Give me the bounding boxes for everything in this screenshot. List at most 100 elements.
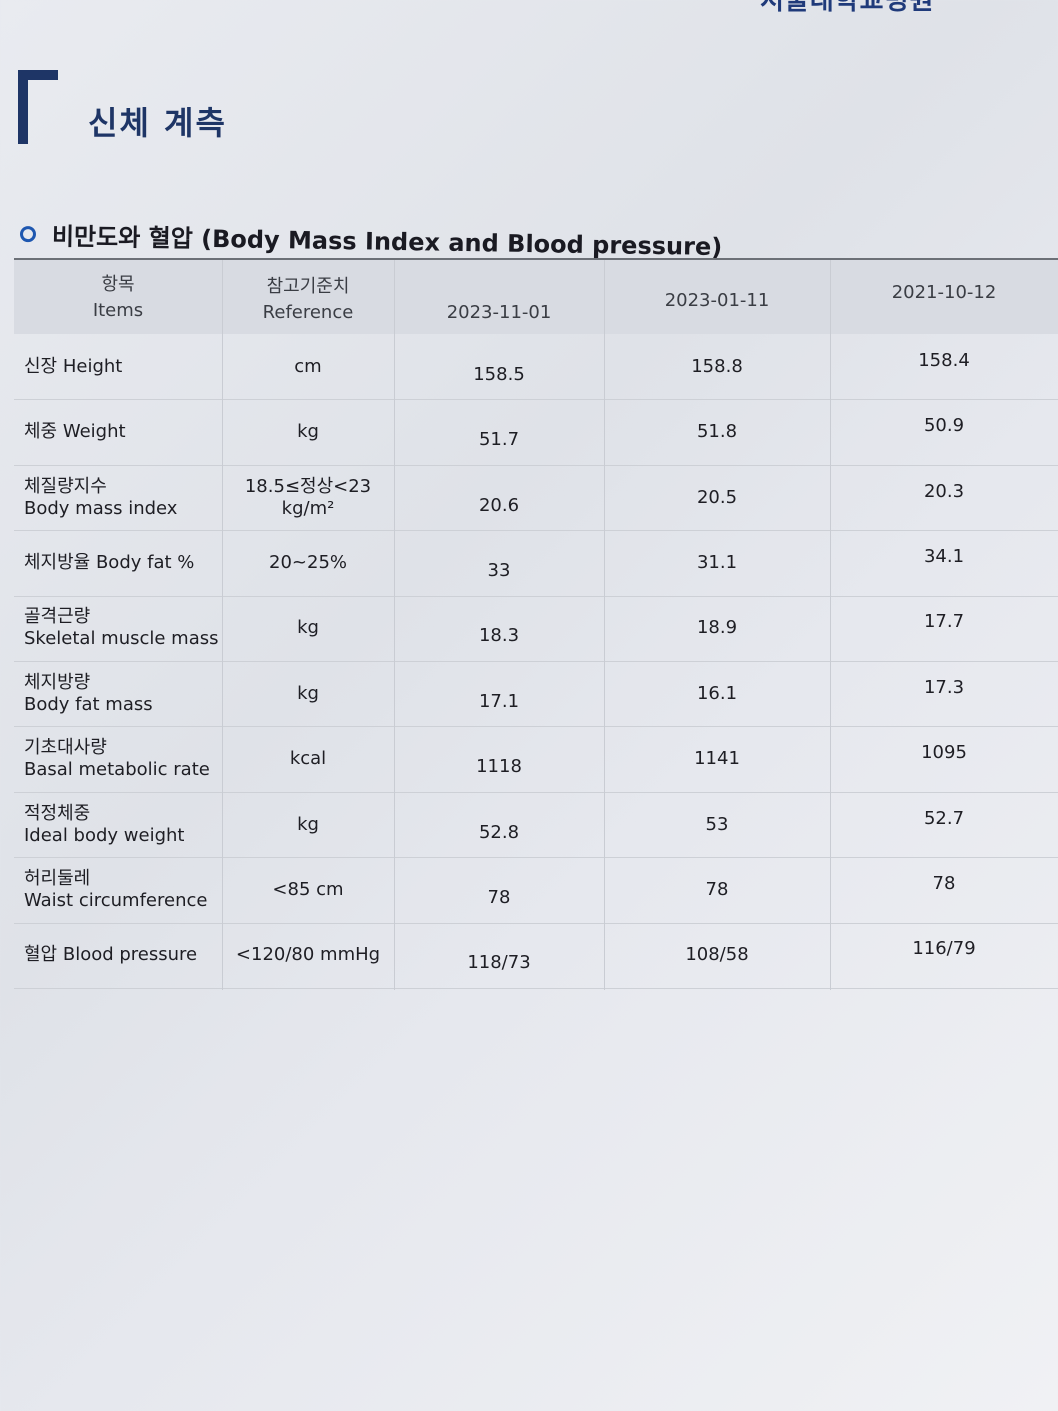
cell-reference-line: <120/80 mmHg [235,944,381,966]
header-date-3: 2021-10-12 [891,282,997,303]
cell-reference: kg [222,814,394,836]
cell-value-date-2: 78 [705,878,729,900]
cell-reference: <85 cm [222,879,394,901]
cell-item: 신장 Height [24,356,220,378]
cell-value-date-1: 158.5 [473,363,525,385]
cell-item-line: Skeletal muscle mass [24,628,219,650]
row-separator [14,464,1058,466]
header-fragment: 서울대학교병원 [760,0,1058,18]
cell-item: 기초대사량 Basal metabolic rate [24,737,220,781]
cell-value-date-1: 118/73 [467,952,531,974]
cell-value-date-2: 18.9 [696,617,738,639]
cell-reference: kg [222,421,394,443]
cell-value-date-2: 51.8 [696,421,738,443]
cell-item: 혈압 Blood pressure [24,944,220,966]
cell-value-date-1: 51.7 [478,429,520,451]
cell-value-date-3: 50.9 [923,415,965,437]
cell-reference-line: cm [294,355,322,377]
cell-value-date-3: 17.3 [923,676,965,698]
cell-item: 체중 Weight [24,421,220,443]
cell-value-date-3: 52.7 [923,807,965,829]
cell-value-date-1: 20.6 [478,494,520,516]
header-reference-ko: 참고기준치 [266,276,350,297]
cell-value-date-2: 20.5 [696,486,738,508]
header-fragment-text: 서울대학교병원 [760,0,935,16]
cell-reference: 20~25% [222,552,394,574]
header-items-en: Items [92,300,144,321]
cell-value-date-2: 1141 [694,748,740,770]
header-reference-en: Reference [262,302,354,323]
cell-value-date-2: 53 [705,813,729,835]
cell-reference: <120/80 mmHg [222,944,394,966]
row-separator [14,922,1058,924]
cell-reference: cm [222,356,394,378]
cell-value-date-3: 158.4 [918,349,970,371]
cell-reference-line: 20~25% [269,551,347,573]
header-items: 항목 Items [14,272,222,324]
cell-item-line: 신장 Height [24,355,123,377]
cell-item: 적정체중 Ideal body weight [24,803,220,847]
cell-reference: kg [222,617,394,639]
cell-item-line: 체지방량 [24,671,91,693]
cell-value-date-1: 78 [487,886,511,908]
row-separator [14,988,1058,989]
cell-value-date-3: 78 [932,872,956,894]
cell-reference-line: kg/m² [281,497,335,519]
measurement-table: 항목 Items 참고기준치 Reference 2023-11-01 2023… [14,258,1058,990]
cell-value-date-2: 108/58 [685,944,749,966]
cell-item-line: 골격근량 [24,606,91,628]
cell-item-line: 적정체중 [24,802,91,824]
cell-value-date-1: 33 [487,559,511,581]
section-bracket-mark [18,70,58,144]
cell-reference-line: kg [297,682,319,704]
cell-value-date-2: 31.1 [696,551,738,573]
cell-value-date-1: 52.8 [478,821,520,843]
cell-item-line: Basal metabolic rate [24,759,210,781]
cell-value-date-3: 17.7 [923,611,965,633]
cell-item: 허리둘레 Waist circumference [24,868,220,912]
cell-value-date-2: 16.1 [696,682,738,704]
column-separator [830,260,831,990]
cell-reference-line: kg [297,813,319,835]
subtitle: 비만도와 혈압 (Body Mass Index and Blood press… [51,222,723,262]
cell-reference-line: kg [297,421,319,443]
cell-item: 체지방량 Body fat mass [24,672,220,716]
column-separator [394,260,395,990]
cell-reference-line: 18.5≤정상<23 [244,475,372,497]
cell-reference-line: kg [297,617,319,639]
row-separator [14,661,1058,662]
header-date-2: 2023-01-11 [664,290,770,311]
cell-value-date-3: 116/79 [912,938,976,960]
cell-reference-line: <85 cm [272,878,344,900]
cell-item: 골격근량 Skeletal muscle mass [24,606,220,650]
cell-reference: kg [222,683,394,705]
cell-reference: kcal [222,748,394,770]
row-separator [14,399,1058,401]
cell-item-line: Body fat mass [24,693,153,715]
cell-item-line: 체중 Weight [24,421,126,443]
cell-reference: 18.5≤정상<23 kg/m² [222,476,394,520]
column-separator [222,260,223,990]
cell-value-date-1: 17.1 [478,690,520,712]
row-separator [14,726,1058,728]
cell-value-date-1: 1118 [476,756,522,778]
cell-item-line: 체질량지수 [24,475,107,497]
column-separator [604,260,605,990]
header-reference: 참고기준치 Reference [222,274,394,326]
cell-value-date-1: 18.3 [478,625,520,647]
table-header: 항목 Items 참고기준치 Reference 2023-11-01 2023… [14,260,1058,334]
cell-value-date-3: 20.3 [923,480,965,502]
cell-value-date-3: 34.1 [923,545,965,567]
cell-item-line: Body mass index [24,497,178,519]
cell-item-line: 허리둘레 [24,867,91,889]
cell-item: 체지방율 Body fat % [24,552,220,574]
row-separator [14,595,1058,597]
section-title: 신체 계측 [88,104,227,142]
row-separator [14,857,1058,859]
cell-item: 체질량지수 Body mass index [24,476,220,520]
cell-value-date-3: 1095 [921,742,967,764]
cell-value-date-2: 158.8 [691,355,743,377]
row-separator [14,530,1058,532]
bullet-icon [19,225,37,242]
